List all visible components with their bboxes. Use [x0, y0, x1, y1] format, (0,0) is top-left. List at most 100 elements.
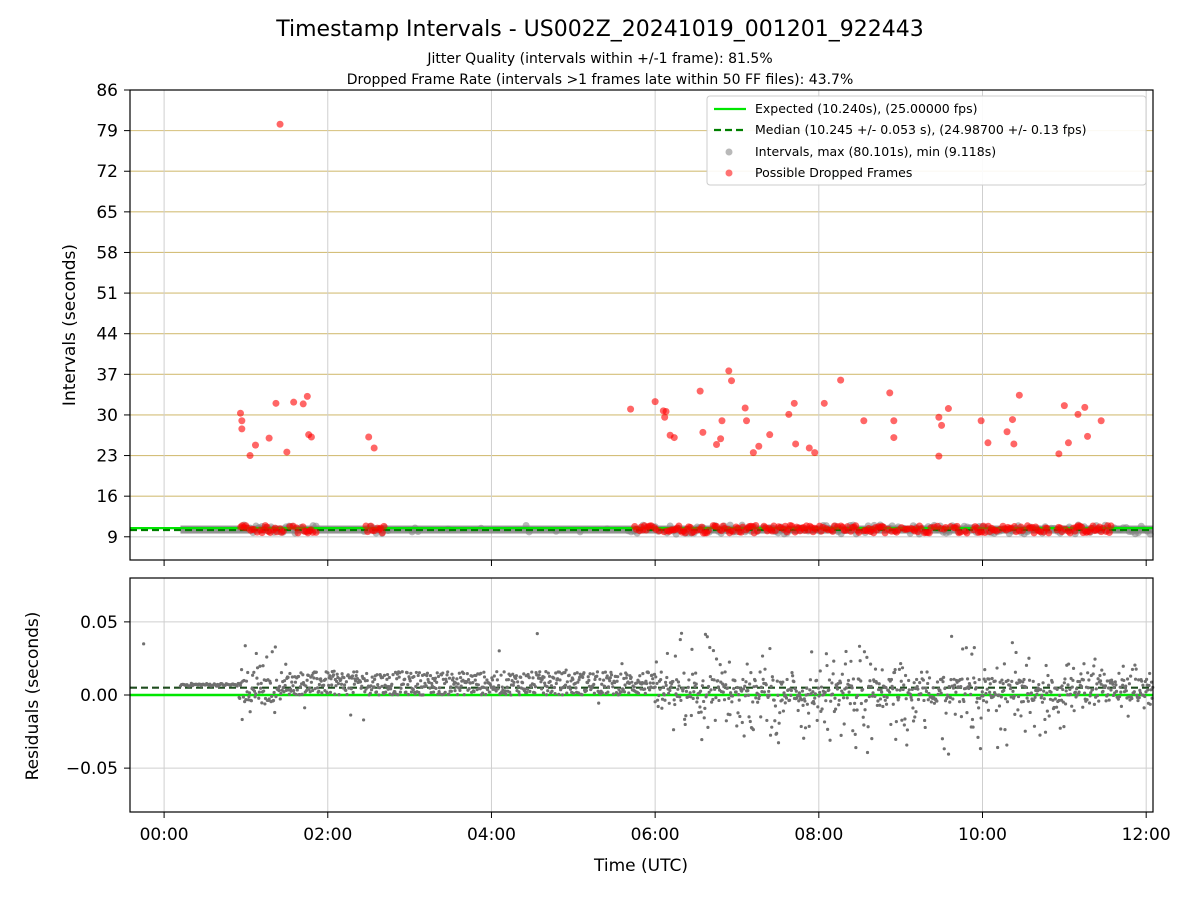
- residual-point: [1045, 709, 1049, 713]
- residual-point: [829, 699, 833, 703]
- residual-point: [1094, 687, 1098, 691]
- residual-point: [1111, 682, 1115, 686]
- residual-point: [1016, 708, 1020, 712]
- residual-point: [884, 702, 889, 706]
- dropped-frame-baseline-point: [1045, 529, 1053, 537]
- residual-point: [466, 678, 471, 682]
- residual-point: [527, 676, 531, 680]
- intervals-y-axis-label: Intervals (seconds): [60, 244, 80, 406]
- residual-point: [1089, 691, 1093, 695]
- residual-point: [278, 684, 282, 688]
- chart-title: Timestamp Intervals - US002Z_20241019_00…: [275, 17, 924, 42]
- residual-point: [895, 688, 899, 692]
- residual-point: [1130, 667, 1135, 672]
- residual-point: [797, 691, 801, 695]
- residual-point: [282, 679, 287, 683]
- residual-point: [414, 670, 418, 675]
- x-tick-label: 02:00: [303, 825, 352, 845]
- residual-point: [1029, 691, 1033, 695]
- dropped-frame-baseline-point: [829, 527, 837, 535]
- residual-point: [667, 701, 671, 705]
- residual-point: [303, 706, 307, 710]
- residual-point: [873, 694, 877, 698]
- residual-point: [449, 685, 453, 689]
- residual-point: [728, 713, 732, 717]
- residual-point: [244, 679, 249, 683]
- residual-point: [837, 698, 841, 702]
- residual-point: [678, 695, 682, 699]
- residual-point: [434, 686, 438, 691]
- residual-point: [582, 671, 586, 675]
- residual-point: [773, 704, 778, 708]
- residual-point: [1112, 685, 1116, 690]
- residual-point: [1014, 650, 1018, 655]
- residual-point: [575, 671, 579, 675]
- residual-point: [716, 679, 720, 683]
- residual-point: [851, 729, 855, 733]
- residual-point: [511, 672, 515, 676]
- residual-point: [824, 652, 828, 656]
- residual-point: [1013, 670, 1018, 674]
- chart-subtitle-jitter: Jitter Quality (intervals within +/-1 fr…: [426, 51, 772, 67]
- residual-point: [861, 687, 865, 692]
- residual-point: [977, 677, 981, 682]
- residual-point: [1100, 668, 1104, 672]
- residual-point: [757, 694, 762, 698]
- residual-point: [425, 671, 430, 675]
- dropped-frame-baseline-point: [963, 529, 971, 537]
- residual-point: [1057, 698, 1061, 703]
- residual-point: [516, 680, 520, 684]
- residual-point: [1012, 694, 1016, 698]
- residual-point: [848, 702, 852, 706]
- residual-point: [741, 677, 745, 682]
- residual-point: [691, 696, 695, 701]
- intervals-y-tick-label: 23: [96, 447, 118, 467]
- dropped-frame-baseline-point: [698, 523, 706, 531]
- residual-point: [681, 686, 685, 691]
- residual-point: [827, 678, 832, 682]
- residual-point: [405, 671, 409, 675]
- residual-point: [251, 673, 255, 677]
- residual-point: [1004, 697, 1008, 701]
- dropped-frame-point: [1084, 432, 1092, 440]
- residual-point: [543, 681, 547, 685]
- residual-point: [916, 687, 920, 691]
- residual-point: [900, 666, 905, 670]
- residual-point: [409, 690, 414, 694]
- residual-point: [428, 673, 433, 678]
- residual-point: [856, 693, 860, 698]
- residual-point: [772, 698, 776, 702]
- residual-point: [1117, 695, 1122, 699]
- residual-point: [868, 679, 872, 683]
- residual-point: [893, 667, 897, 672]
- residual-point: [636, 691, 641, 695]
- residual-point: [706, 725, 710, 729]
- residual-point: [1121, 664, 1125, 668]
- residual-point: [959, 714, 964, 719]
- residual-point: [586, 675, 590, 679]
- residual-point: [1060, 684, 1064, 688]
- dropped-frame-point: [811, 449, 819, 457]
- residual-point: [571, 691, 576, 695]
- residual-point: [381, 675, 385, 680]
- residual-point: [294, 692, 298, 697]
- residual-point: [354, 679, 358, 683]
- residual-point: [922, 698, 926, 703]
- residual-point: [984, 691, 988, 696]
- residual-point: [253, 695, 257, 699]
- residual-point: [398, 671, 402, 675]
- residual-point: [1003, 728, 1007, 732]
- residual-point: [672, 698, 676, 702]
- residual-point: [363, 690, 367, 694]
- residual-point: [961, 647, 965, 651]
- residual-point: [415, 682, 420, 686]
- residual-point: [949, 678, 953, 682]
- residual-point: [971, 725, 975, 729]
- intervals-legend: Expected (10.240s), (25.00000 fps) Media…: [706, 95, 1147, 186]
- residual-point: [511, 683, 515, 687]
- residual-point: [832, 659, 836, 663]
- residual-point: [708, 674, 712, 679]
- residual-point: [709, 688, 713, 692]
- legend-dropped-label: Possible Dropped Frames: [755, 165, 912, 180]
- residual-point: [408, 679, 412, 683]
